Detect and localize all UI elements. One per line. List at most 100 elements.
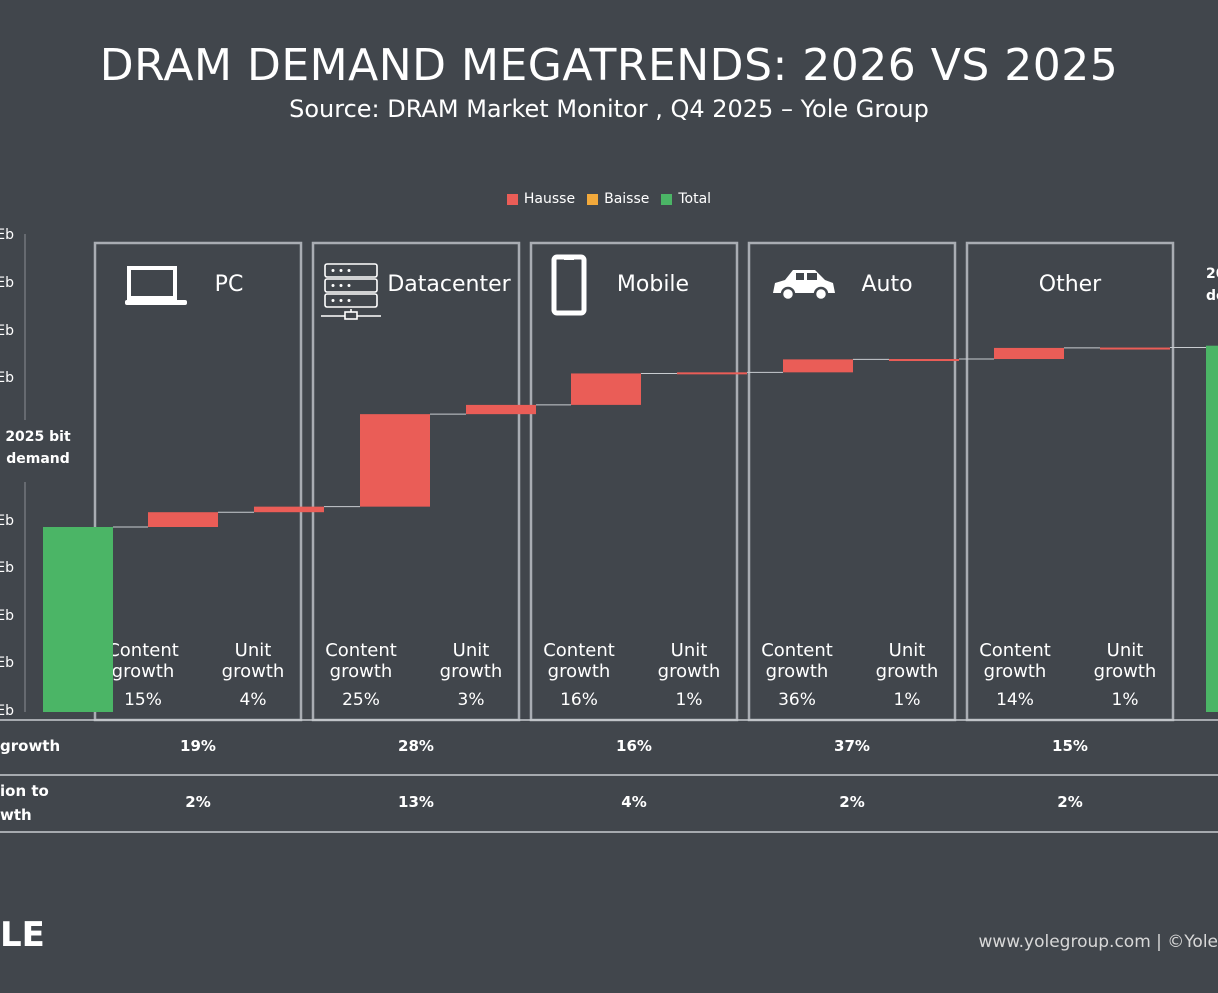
waterfall-bar-increase bbox=[889, 359, 959, 362]
segment-name-auto: Auto bbox=[861, 272, 912, 297]
y-tick-label: Eb bbox=[0, 227, 14, 243]
segment-contribution-value: 2% bbox=[185, 793, 210, 811]
driver-label: Content bbox=[543, 640, 615, 661]
driver-pct-label: 1% bbox=[676, 690, 703, 710]
driver-pct-label: 15% bbox=[124, 690, 162, 710]
table-row-label: ion to bbox=[0, 782, 49, 800]
segment-contribution-value: 2% bbox=[1057, 793, 1082, 811]
legend-swatch-decrease bbox=[587, 193, 599, 205]
company-logo: LE bbox=[0, 915, 45, 955]
segment-growth-value: 19% bbox=[180, 737, 216, 755]
waterfall-bar-increase bbox=[254, 506, 324, 513]
y-tick-label: Eb bbox=[0, 703, 14, 719]
driver-pct-label: 3% bbox=[458, 690, 485, 710]
driver-label: growth bbox=[548, 661, 611, 682]
driver-label: growth bbox=[984, 661, 1047, 682]
server-icon-led bbox=[347, 269, 351, 272]
driver-label: growth bbox=[658, 661, 721, 682]
y-tick-label: Eb bbox=[0, 655, 14, 671]
car-icon bbox=[773, 270, 835, 302]
legend-swatch-increase bbox=[506, 193, 518, 205]
legend-item-increase: Hausse bbox=[506, 191, 576, 207]
segment-name-other: Other bbox=[1039, 272, 1102, 297]
y-tick-label: Eb bbox=[0, 323, 14, 339]
y-tick-label: Eb bbox=[0, 513, 14, 529]
driver-label: growth bbox=[766, 661, 829, 682]
waterfall-bar-increase bbox=[1100, 347, 1170, 350]
driver-label: Content bbox=[325, 640, 397, 661]
smartphone-icon-body bbox=[551, 254, 587, 316]
driver-label: Unit bbox=[671, 640, 708, 661]
legend-label-increase: Hausse bbox=[523, 191, 576, 207]
driver-label: growth bbox=[876, 661, 939, 682]
server-icon-led bbox=[331, 269, 335, 272]
legend-swatch-total bbox=[661, 193, 673, 205]
smartphone-icon bbox=[551, 254, 587, 316]
server-icon-led bbox=[339, 284, 343, 287]
segment-name-pc: PC bbox=[215, 272, 244, 297]
waterfall-bar-total bbox=[1206, 345, 1218, 712]
waterfall-bar-increase bbox=[571, 373, 641, 405]
driver-label: Content bbox=[979, 640, 1051, 661]
segment-growth-value: 15% bbox=[1052, 737, 1088, 755]
driver-label: Content bbox=[761, 640, 833, 661]
server-icon-led bbox=[339, 269, 343, 272]
segment-growth-value: 28% bbox=[398, 737, 434, 755]
segment-contribution-value: 4% bbox=[621, 793, 646, 811]
driver-label: Content bbox=[107, 640, 179, 661]
segment-name-datacenter: Datacenter bbox=[387, 272, 511, 297]
driver-pct-label: 4% bbox=[240, 690, 267, 710]
y-tick-label: Eb bbox=[0, 560, 14, 576]
y-tick-label: Eb bbox=[0, 275, 14, 291]
waterfall-bar-increase bbox=[994, 347, 1064, 360]
end-total-label: de bbox=[1206, 288, 1218, 304]
y-tick-label: Eb bbox=[0, 370, 14, 386]
server-icon-rack bbox=[324, 263, 378, 278]
start-total-label: demand bbox=[6, 451, 70, 467]
waterfall-bar-increase bbox=[677, 372, 747, 375]
chart-subtitle: Source: DRAM Market Monitor , Q4 2025 – … bbox=[289, 95, 929, 123]
laptop-icon-base bbox=[125, 300, 187, 305]
legend-item-total: Total bbox=[661, 191, 711, 207]
driver-label: growth bbox=[112, 661, 175, 682]
waterfall-bar-increase bbox=[360, 414, 430, 507]
end-total-label: 20 bbox=[1206, 266, 1218, 282]
driver-label: growth bbox=[1094, 661, 1157, 682]
car-icon-wheel bbox=[780, 286, 796, 302]
waterfall-bar-increase bbox=[148, 512, 218, 527]
segment-name-mobile: Mobile bbox=[617, 272, 689, 297]
driver-pct-label: 1% bbox=[894, 690, 921, 710]
server-icon-led bbox=[331, 299, 335, 302]
server-icon-led bbox=[347, 299, 351, 302]
laptop-icon-screen bbox=[127, 266, 177, 300]
server-icon-node bbox=[344, 311, 358, 320]
server-icon-rack bbox=[324, 293, 378, 308]
waterfall-bar-increase bbox=[783, 359, 853, 373]
driver-label: Unit bbox=[1107, 640, 1144, 661]
segment-contribution-value: 13% bbox=[398, 793, 434, 811]
chart-title: DRAM DEMAND MEGATRENDS: 2026 VS 2025 bbox=[99, 40, 1119, 91]
driver-label: growth bbox=[330, 661, 393, 682]
driver-pct-label: 36% bbox=[778, 690, 816, 710]
driver-label: growth bbox=[222, 661, 285, 682]
driver-pct-label: 25% bbox=[342, 690, 380, 710]
server-icon-led bbox=[331, 284, 335, 287]
footer-url: www.yolegroup.com | ©Yole bbox=[978, 932, 1218, 952]
segment-contribution-value: 2% bbox=[839, 793, 864, 811]
driver-label: Unit bbox=[453, 640, 490, 661]
waterfall-bar-total bbox=[43, 527, 113, 712]
driver-label: Unit bbox=[889, 640, 926, 661]
segment-growth-value: 16% bbox=[616, 737, 652, 755]
driver-pct-label: 14% bbox=[996, 690, 1034, 710]
driver-pct-label: 16% bbox=[560, 690, 598, 710]
legend-item-decrease: Baisse bbox=[587, 191, 649, 207]
y-tick-label: Eb bbox=[0, 608, 14, 624]
table-row-label: growth bbox=[0, 737, 60, 755]
waterfall-bar-increase bbox=[466, 404, 536, 415]
chart-legend: Hausse Baisse Total bbox=[0, 191, 1218, 207]
server-icon bbox=[321, 263, 381, 320]
legend-label-total: Total bbox=[678, 191, 712, 207]
car-icon-window bbox=[807, 273, 817, 280]
server-icon-rack bbox=[324, 278, 378, 293]
table-row-label: wth bbox=[0, 806, 32, 824]
